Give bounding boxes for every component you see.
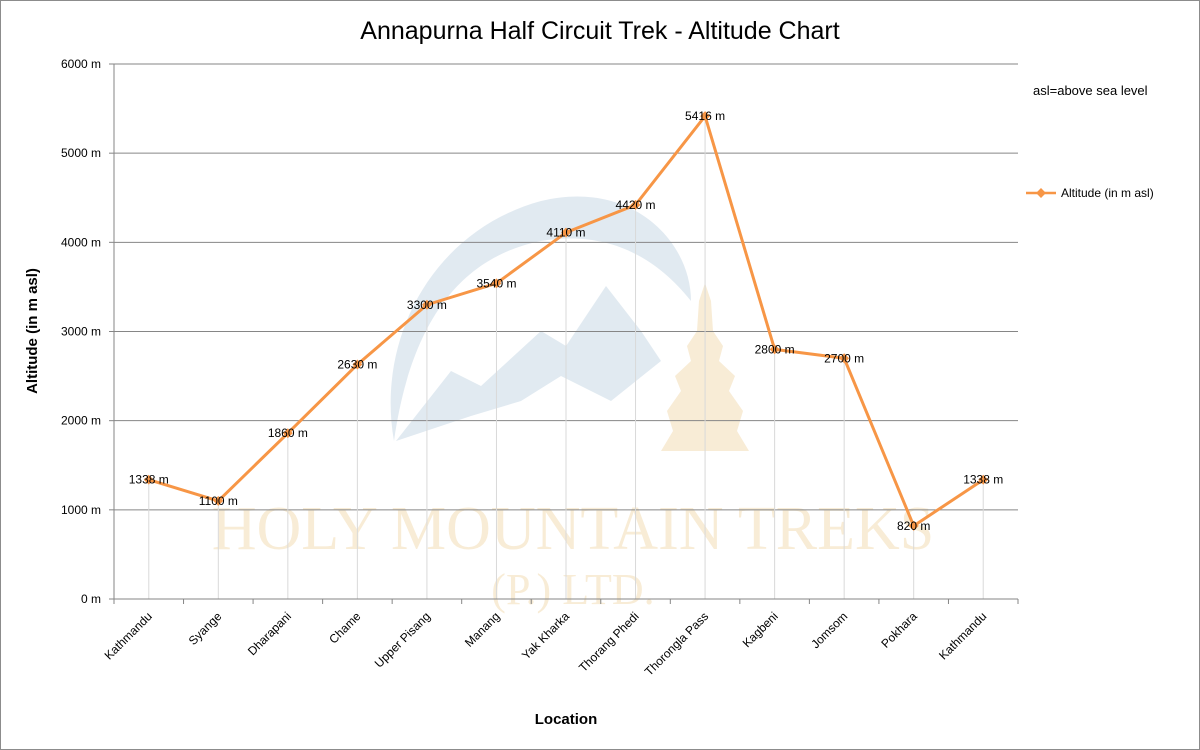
data-point — [561, 227, 571, 238]
y-tick-label: 3000 m — [61, 325, 101, 339]
data-label: 1860 m — [268, 426, 308, 440]
data-point — [908, 520, 919, 531]
watermark-company-name: HOLY MOUNTAIN TREKS — [212, 495, 934, 563]
x-tick-label: Kathmandu — [936, 609, 989, 662]
data-label: 2630 m — [337, 357, 377, 371]
data-point — [978, 474, 989, 485]
y-tick-label: 4000 m — [61, 235, 101, 249]
x-tick-label: Thorang Phedi — [576, 609, 642, 675]
data-point — [630, 199, 641, 210]
y-tick-label: 2000 m — [61, 414, 101, 428]
data-point — [213, 495, 224, 506]
data-point — [143, 474, 154, 485]
watermark-mountain-peak — [396, 286, 661, 441]
data-point — [282, 428, 293, 439]
y-tick-label: 6000 m — [61, 57, 101, 71]
asl-annotation: asl=above sea level — [1033, 83, 1148, 98]
data-label: 820 m — [897, 519, 930, 533]
watermark-company-suffix: (P.) LTD. — [491, 565, 654, 614]
legend-label: Altitude (in m asl) — [1061, 186, 1154, 200]
data-point — [352, 359, 363, 370]
x-tick-label: Jomsom — [808, 609, 850, 651]
x-tick-label: Pokhara — [878, 609, 920, 651]
x-tick-labels: Kathmandu Syange Dharapani Chame Upper Pisan… — [102, 609, 990, 679]
data-label: 1100 m — [199, 494, 238, 508]
axes — [113, 64, 1019, 604]
x-tick-label: Syange — [186, 609, 225, 648]
series-line-group — [143, 111, 989, 531]
x-tick-label: Upper Pisang — [372, 609, 433, 670]
data-point — [839, 353, 850, 364]
y-axis-title: Altitude (in m asl) — [24, 268, 41, 394]
x-tick-label: Kathmandu — [102, 609, 155, 662]
y-tick-label: 0 m — [81, 592, 101, 606]
data-label: 5416 m — [685, 109, 725, 123]
data-label: 1338 m — [129, 473, 169, 487]
x-axis-title: Location — [535, 711, 598, 728]
data-labels: 1338 m 1100 m 1860 m 2630 m 3300 m 3540 m 4110… — [129, 109, 1003, 533]
data-label: 2700 m — [824, 351, 864, 365]
chart-title: Annapurna Half Circuit Trek - Altitude C… — [360, 17, 839, 45]
data-label: 3540 m — [476, 276, 516, 290]
data-point — [491, 278, 502, 289]
x-tick-label: Kagbeni — [740, 609, 781, 650]
data-label: 1338 m — [963, 473, 1003, 487]
drop-lines — [148, 116, 984, 599]
x-tick-label: Yak Kharka — [519, 609, 572, 662]
x-tick-label: Thorongla Pass — [642, 609, 711, 678]
x-tick-label: Manang — [462, 609, 503, 650]
data-point — [769, 344, 780, 355]
y-tick-label: 5000 m — [61, 146, 101, 160]
legend-marker — [1036, 188, 1046, 198]
legend: Altitude (in m asl) — [1026, 186, 1154, 200]
watermark-logo: HOLY MOUNTAIN TREKS (P.) LTD. — [212, 196, 934, 614]
data-label: 4420 m — [616, 198, 656, 212]
data-label: 3300 m — [407, 298, 447, 312]
y-tick-label: 1000 m — [61, 503, 101, 517]
x-tick-label: Dharapani — [245, 609, 294, 658]
x-tick-label: Chame — [326, 609, 363, 646]
data-point — [700, 111, 711, 122]
data-label: 4110 m — [546, 226, 585, 240]
watermark-mountain-arc — [390, 196, 691, 441]
data-point — [421, 299, 432, 310]
y-tick-labels: 0 m 1000 m 2000 m 3000 m 4000 m 5000 m 6000 m — [61, 57, 101, 606]
data-label: 2800 m — [755, 342, 795, 356]
